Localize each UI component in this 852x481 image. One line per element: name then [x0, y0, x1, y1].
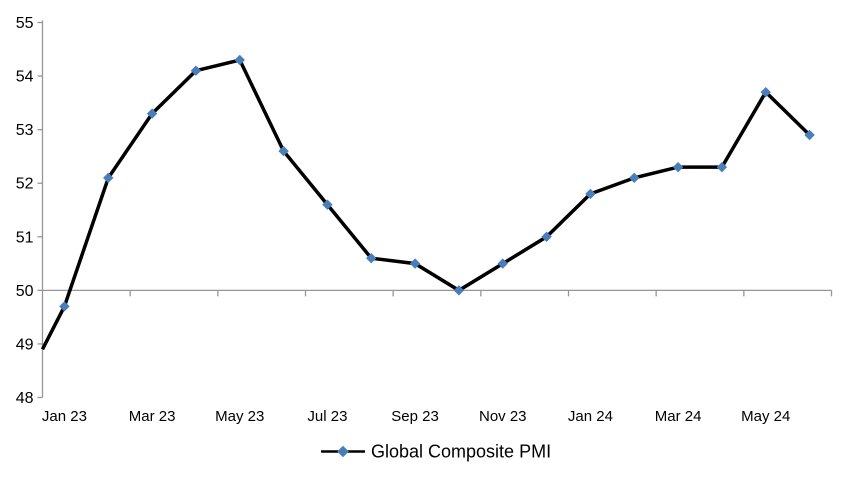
y-axis-label: 55 [16, 15, 34, 32]
data-point-marker [59, 301, 70, 312]
data-point-marker [760, 86, 771, 98]
x-axis-label: Nov 23 [479, 408, 527, 425]
data-point-marker [103, 172, 114, 184]
data-point-marker [146, 108, 158, 119]
x-axis-label: Mar 23 [129, 408, 176, 425]
data-point-marker [497, 258, 508, 269]
data-point-marker [322, 199, 333, 210]
data-point-marker [716, 161, 728, 173]
data-point-marker [234, 54, 245, 66]
x-axis-label: Sep 23 [391, 408, 439, 425]
y-axis-label: 54 [16, 69, 34, 86]
y-axis-label: 50 [16, 283, 34, 300]
data-point-marker [278, 145, 289, 157]
data-point-marker [453, 285, 465, 296]
data-point-marker [190, 65, 202, 76]
series-line [40, 57, 811, 351]
y-axis-label: 53 [16, 122, 34, 139]
legend-label: Global Composite PMI [371, 442, 551, 462]
x-axis-label: Jan 24 [568, 408, 613, 425]
data-point-marker [409, 258, 421, 269]
legend-marker-diamond-icon [337, 445, 349, 458]
x-axis-label: Jan 23 [42, 408, 87, 425]
data-point-marker [541, 231, 552, 242]
data-point-marker [585, 188, 596, 200]
y-axis-label: 51 [16, 229, 34, 246]
data-point-marker [366, 253, 377, 264]
x-axis-label: May 24 [741, 408, 790, 425]
y-axis-label: 48 [16, 390, 34, 407]
y-axis-label: 52 [16, 176, 34, 193]
x-axis-label: Mar 24 [655, 408, 702, 425]
x-axis-label: May 23 [215, 408, 264, 425]
x-axis-label: Jul 23 [307, 408, 347, 425]
legend: Global Composite PMI [321, 442, 551, 462]
data-point-marker [672, 161, 684, 173]
y-axis-label: 49 [16, 336, 34, 353]
data-point-marker [629, 172, 640, 184]
data-point-marker [804, 129, 815, 141]
